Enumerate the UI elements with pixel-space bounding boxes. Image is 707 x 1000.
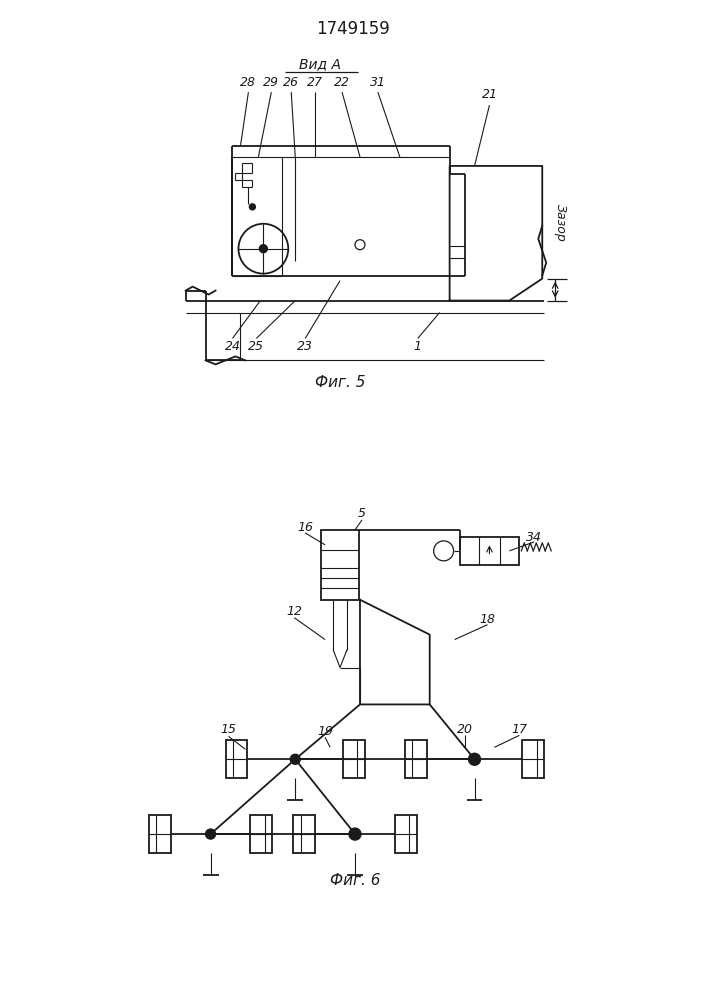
Text: 22: 22	[334, 76, 350, 89]
Text: 29: 29	[263, 76, 279, 89]
Circle shape	[259, 245, 267, 253]
Text: 20: 20	[457, 723, 472, 736]
Bar	[250, 815, 272, 853]
Bar	[343, 740, 365, 778]
Text: 23: 23	[297, 340, 313, 353]
Text: 19: 19	[317, 725, 333, 738]
Bar	[148, 815, 170, 853]
Text: 16: 16	[297, 521, 313, 534]
Text: Вид А: Вид А	[299, 57, 341, 71]
Bar	[293, 815, 315, 853]
Bar	[395, 815, 416, 853]
Text: 15: 15	[221, 723, 237, 736]
Text: 5: 5	[358, 507, 366, 520]
Text: Фиг. 5: Фиг. 5	[315, 375, 366, 390]
Circle shape	[250, 204, 255, 210]
Circle shape	[206, 829, 216, 839]
Text: 21: 21	[481, 88, 498, 101]
Bar	[321, 530, 359, 600]
Circle shape	[469, 753, 481, 765]
Circle shape	[349, 828, 361, 840]
Text: 26: 26	[284, 76, 299, 89]
Text: 27: 27	[307, 76, 323, 89]
Circle shape	[350, 829, 360, 839]
Text: 1: 1	[414, 340, 422, 353]
Text: 1749159: 1749159	[316, 20, 390, 38]
Bar	[226, 740, 247, 778]
Text: 12: 12	[286, 605, 302, 618]
Text: 34: 34	[526, 531, 542, 544]
Text: 18: 18	[479, 613, 496, 626]
Bar	[522, 740, 544, 778]
Text: 25: 25	[248, 340, 264, 353]
Bar	[405, 740, 427, 778]
Text: 24: 24	[225, 340, 240, 353]
Text: 31: 31	[370, 76, 386, 89]
Text: Фиг. 6: Фиг. 6	[329, 873, 380, 888]
Text: 28: 28	[240, 76, 257, 89]
Text: 17: 17	[511, 723, 527, 736]
Circle shape	[469, 754, 479, 764]
Text: Зазор: Зазор	[554, 204, 567, 242]
Circle shape	[291, 754, 300, 764]
Bar	[460, 537, 520, 565]
